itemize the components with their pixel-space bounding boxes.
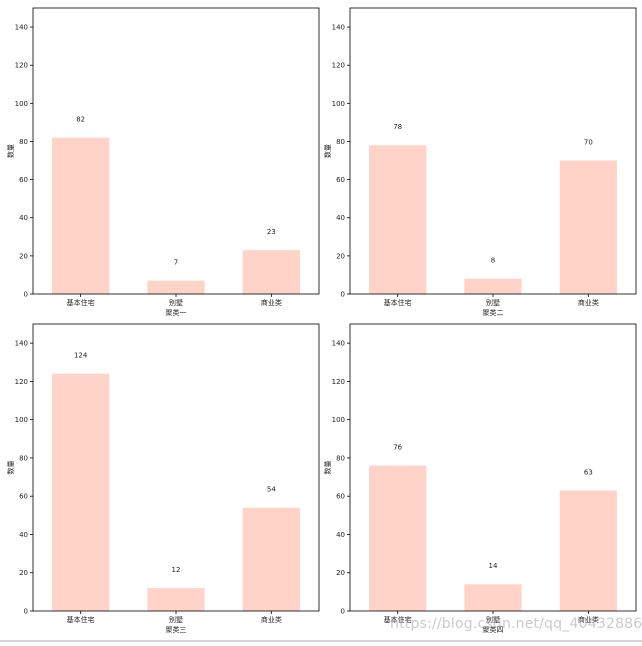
x-tick-label: 基本住宅	[384, 615, 412, 624]
bar-2	[147, 588, 205, 611]
x-tick-label: 基本住宅	[67, 615, 95, 624]
x-axis-label: 聚类一	[166, 308, 187, 317]
y-tick-label: 140	[332, 24, 345, 32]
y-tick-label: 60	[19, 493, 28, 501]
y-tick-label: 0	[24, 291, 28, 299]
bar-value-label: 8	[491, 257, 495, 265]
x-tick-label: 基本住宅	[384, 298, 412, 307]
y-tick-label: 120	[15, 378, 28, 386]
x-tick-label: 商业类	[578, 615, 599, 624]
bar-2	[464, 278, 522, 294]
plot-frame	[32, 323, 320, 612]
plot-frame	[349, 7, 637, 295]
bar-1	[369, 145, 427, 294]
x-tick-label: 商业类	[578, 298, 599, 307]
bar-value-label: 124	[74, 352, 88, 360]
y-tick-label: 20	[336, 569, 345, 577]
bar-value-label: 82	[76, 116, 85, 124]
y-axis-label: 数量	[323, 144, 332, 158]
y-tick-label: 40	[336, 214, 345, 222]
x-tick-label: 别墅	[169, 298, 183, 307]
bar-3	[242, 250, 300, 294]
y-tick-label: 100	[332, 416, 345, 424]
bar-value-label: 12	[172, 566, 181, 574]
x-tick-label: 基本住宅	[67, 298, 95, 307]
y-tick-label: 100	[332, 100, 345, 108]
bar-3	[559, 490, 617, 611]
y-tick-label: 60	[336, 176, 345, 184]
x-tick-label: 别墅	[486, 298, 500, 307]
subplot-3: 124 基本住宅 12 别墅 54 商业类 0 20 40 60 80 100 120 140 聚类三 数量	[6, 323, 320, 634]
x-axis-label: 聚类四	[483, 625, 504, 634]
y-tick-label: 40	[336, 531, 345, 539]
subplot-4: 76 基本住宅 14 别墅 63 商业类 0 20 40 60 80 100 120 140 聚类四 数量	[323, 323, 637, 634]
y-tick-label: 140	[15, 24, 28, 32]
bar-value-label: 76	[393, 443, 402, 451]
x-tick-label: 别墅	[486, 615, 500, 624]
plot-frame	[349, 323, 637, 612]
y-tick-label: 120	[332, 62, 345, 70]
y-tick-label: 60	[336, 493, 345, 501]
x-tick-label: 别墅	[169, 615, 183, 624]
bar-value-label: 14	[489, 562, 498, 570]
y-tick-label: 20	[336, 252, 345, 260]
y-tick-label: 60	[19, 176, 28, 184]
subplot-2: 78 基本住宅 8 别墅 70 商业类 0 20 40 60 80 100 120 140 聚类二 数量	[323, 7, 637, 317]
bar-3	[559, 160, 617, 294]
y-tick-label: 140	[332, 340, 345, 348]
bottom-rule	[0, 640, 642, 642]
bar-value-label: 78	[393, 123, 402, 131]
y-tick-label: 0	[341, 291, 345, 299]
y-tick-label: 120	[332, 378, 345, 386]
y-axis-label: 数量	[6, 144, 15, 158]
y-tick-label: 80	[336, 454, 345, 462]
y-tick-label: 100	[15, 416, 28, 424]
y-axis-label: 数量	[323, 461, 332, 475]
y-tick-label: 20	[19, 252, 28, 260]
bar-value-label: 54	[267, 486, 276, 494]
y-tick-label: 40	[19, 214, 28, 222]
x-tick-label: 商业类	[261, 298, 282, 307]
bar-2	[147, 280, 205, 294]
x-tick-label: 商业类	[261, 615, 282, 624]
x-axis-label: 聚类三	[166, 625, 187, 634]
y-tick-label: 20	[19, 569, 28, 577]
y-tick-label: 40	[19, 531, 28, 539]
bar-value-label: 23	[267, 228, 276, 236]
y-tick-label: 80	[19, 138, 28, 146]
x-axis-label: 聚类二	[483, 308, 504, 317]
bar-value-label: 63	[584, 468, 593, 476]
plot-frame	[32, 7, 320, 295]
y-tick-label: 140	[15, 340, 28, 348]
y-tick-label: 0	[341, 608, 345, 616]
watermark: https://blog.csdn.net/qq_40432886	[390, 616, 642, 632]
y-axis-label: 数量	[6, 461, 15, 475]
bar-value-label: 70	[584, 138, 593, 146]
bar-1	[52, 373, 110, 611]
y-tick-label: 100	[15, 100, 28, 108]
y-tick-label: 80	[336, 138, 345, 146]
y-tick-label: 0	[24, 608, 28, 616]
bar-value-label: 7	[174, 259, 178, 267]
bar-1	[369, 465, 427, 611]
y-tick-label: 120	[15, 62, 28, 70]
bar-3	[242, 507, 300, 611]
bar-2	[464, 584, 522, 611]
y-tick-label: 80	[19, 454, 28, 462]
subplot-1: 82 基本住宅 7 别墅 23 商业类 0 20 40 60 80 100 120 140 聚类一 数量	[6, 7, 320, 317]
bar-1	[52, 137, 110, 294]
